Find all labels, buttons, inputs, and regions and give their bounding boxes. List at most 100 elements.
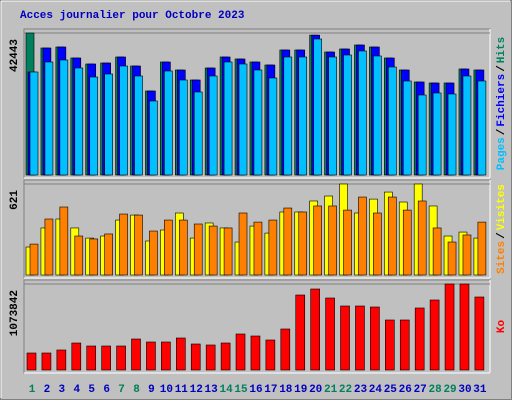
x-tick-label: 25: [384, 384, 398, 396]
bar: [71, 342, 82, 371]
bar: [313, 205, 322, 276]
bar: [358, 196, 367, 276]
bar: [447, 93, 457, 176]
x-tick-label: 21: [324, 384, 338, 396]
legend-entry: Ko: [496, 320, 508, 334]
bar: [253, 69, 263, 176]
legend-entry: Sites: [496, 241, 508, 274]
x-tick-label: 29: [443, 384, 456, 396]
legend-separator: /: [496, 65, 508, 72]
bar: [283, 207, 293, 276]
bar: [417, 94, 427, 176]
y-tick-label: 621: [9, 190, 21, 210]
bar: [179, 79, 188, 176]
bar: [104, 73, 113, 176]
bar: [310, 288, 320, 371]
legend-entry: Hits: [496, 37, 508, 63]
bar: [250, 335, 261, 371]
bar: [280, 328, 291, 371]
bar: [325, 297, 335, 371]
x-tick-label: 24: [369, 384, 383, 396]
bar: [432, 92, 442, 176]
legend-entry: Visites: [496, 184, 508, 230]
bar: [89, 238, 99, 276]
bar: [119, 65, 128, 176]
x-tick-label: 17: [264, 384, 277, 396]
bar: [89, 76, 99, 176]
bar: [29, 243, 39, 276]
bar: [343, 54, 352, 176]
bar: [59, 59, 69, 176]
bar: [402, 80, 412, 176]
bar: [268, 77, 278, 176]
bar: [134, 214, 143, 276]
bar: [149, 100, 158, 176]
legend-separator: /: [496, 232, 508, 239]
bar: [176, 337, 186, 371]
legend: Ko: [496, 320, 508, 334]
bar: [179, 219, 188, 276]
bar: [265, 339, 276, 371]
bar: [373, 212, 382, 276]
x-tick-label: 28: [429, 384, 443, 396]
bar: [44, 61, 54, 176]
bar: [414, 307, 425, 371]
x-tick-label: 2: [44, 384, 51, 396]
bar: [429, 299, 440, 371]
chart-title: Acces journalier pour Octobre 2023: [20, 10, 245, 22]
legend: Sites / Visites: [496, 184, 508, 274]
bar: [462, 234, 472, 276]
bar: [399, 319, 410, 371]
bar: [238, 63, 248, 176]
bar: [373, 55, 382, 176]
bar: [220, 342, 231, 371]
x-tick-label: 3: [59, 384, 66, 396]
bar: [402, 209, 412, 276]
bar: [149, 230, 158, 276]
x-tick-label: 31: [473, 384, 487, 396]
x-tick-label: 6: [103, 384, 110, 396]
bar: [146, 341, 156, 371]
bar: [459, 283, 470, 371]
bar: [193, 223, 203, 276]
bar: [190, 343, 201, 371]
bar: [223, 227, 233, 276]
bar: [388, 196, 397, 276]
bar: [208, 225, 218, 276]
bar: [86, 345, 97, 371]
bar: [388, 66, 397, 176]
bar: [44, 218, 54, 276]
bar: [238, 212, 248, 276]
bar: [119, 213, 128, 276]
x-tick-label: 14: [219, 384, 233, 396]
bar: [447, 241, 457, 276]
bar: [343, 209, 352, 276]
bar: [462, 75, 472, 176]
bar: [313, 38, 322, 176]
bar: [358, 50, 367, 176]
bar: [283, 56, 293, 176]
x-tick-label: 1: [29, 384, 36, 396]
x-tick-label: 16: [249, 384, 262, 396]
x-tick-label: 13: [205, 384, 219, 396]
x-tick-label: 22: [339, 384, 352, 396]
x-tick-label: 4: [73, 384, 80, 396]
x-tick-label: 9: [148, 384, 155, 396]
legend-entry: Fichiers: [496, 74, 508, 127]
bar: [477, 80, 487, 176]
x-tick-label: 8: [133, 384, 140, 396]
bar: [116, 345, 126, 371]
bar: [59, 206, 69, 276]
x-tick-label: 5: [88, 384, 95, 396]
bar: [131, 338, 141, 371]
bar: [328, 205, 337, 276]
bar: [26, 352, 37, 371]
bar: [355, 305, 365, 371]
bar: [298, 211, 308, 276]
bar: [164, 219, 173, 276]
bar: [253, 221, 263, 276]
x-tick-label: 19: [294, 384, 307, 396]
x-tick-label: 27: [414, 384, 427, 396]
x-tick-label: 20: [309, 384, 322, 396]
